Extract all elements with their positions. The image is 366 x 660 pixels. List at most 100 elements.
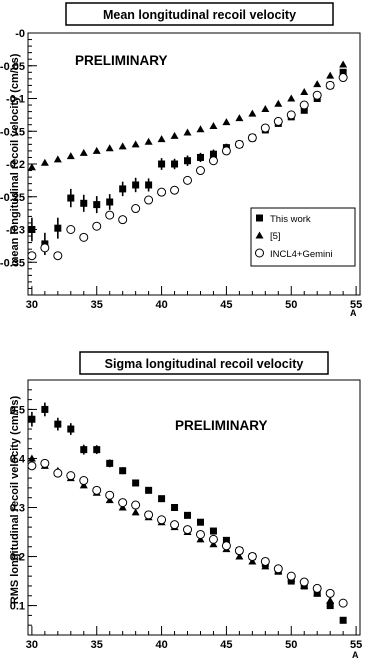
data-point-circle	[299, 100, 309, 110]
x-tick-label: 55	[350, 639, 362, 651]
data-point-square	[93, 201, 101, 209]
data-point-circle	[273, 564, 283, 574]
data-point-square	[93, 446, 101, 454]
data-point-circle	[312, 583, 322, 593]
data-point-triangle	[79, 148, 88, 156]
data-point-circle	[247, 133, 257, 143]
legend-circle-marker	[255, 248, 264, 258]
x-tick-label: 40	[155, 639, 167, 651]
data-point-triangle	[261, 104, 270, 112]
data-point-triangle	[222, 118, 231, 126]
data-point-triangle	[287, 94, 296, 102]
x-tick-label: 50	[285, 639, 297, 651]
data-point-square	[196, 518, 204, 526]
data-point-circle	[338, 73, 348, 83]
y-tick-label: -0.15	[0, 126, 25, 138]
data-point-triangle	[235, 552, 244, 560]
data-point-circle	[299, 577, 309, 587]
y-tick-label: -0.25	[0, 192, 25, 204]
mean-velocity-chart: Mean longitudinal recoil velocity mean l…	[0, 2, 362, 318]
data-point-circle	[273, 116, 283, 126]
data-point-square	[145, 181, 153, 189]
legend-triangle-marker	[255, 231, 264, 239]
y-tick-label: -0	[15, 28, 25, 40]
data-point-circle	[79, 232, 89, 242]
data-point-square	[184, 157, 192, 165]
preliminary-annotation: PRELIMINARY	[175, 418, 268, 433]
data-point-circle	[66, 471, 76, 481]
data-point-square	[145, 486, 153, 494]
data-point-circle	[195, 529, 205, 539]
y-tick-label: -0.05	[0, 61, 25, 73]
data-point-circle	[234, 546, 244, 556]
y-axis-label: RMS longitudinal recoil velocity (cm/ns)	[9, 395, 21, 604]
y-tick-label: -0.3	[6, 225, 25, 237]
x-tick-label: 40	[155, 299, 167, 311]
data-point-triangle	[300, 87, 309, 95]
data-point-square	[80, 199, 88, 207]
legend-label-ref5: [5]	[270, 231, 281, 242]
chart-title-box	[79, 351, 329, 375]
data-point-triangle	[131, 140, 140, 148]
x-tick-labels: 30 35 40 45 50 55	[26, 299, 362, 311]
data-point-square	[54, 224, 62, 232]
x-tick-label: 35	[91, 639, 103, 651]
data-point-circle	[170, 185, 180, 195]
data-point-circle	[286, 110, 296, 120]
preliminary-annotation: PRELIMINARY	[75, 53, 168, 68]
data-point-square	[209, 527, 217, 535]
chart-title: Mean longitudinal recoil velocity	[103, 8, 296, 22]
x-axis-title: A	[350, 308, 357, 318]
data-point-circle	[157, 515, 167, 525]
data-point-triangle	[118, 142, 127, 150]
y-tick-label: 0.4	[10, 453, 26, 465]
data-point-square	[28, 226, 36, 233]
legend-label-this-work: This work	[270, 214, 311, 225]
chart-title: Sigma longitudinal recoil velocity	[105, 357, 304, 371]
x-tick-labels: 30 35 40 45 50 55	[26, 639, 362, 651]
data-point-square	[326, 602, 334, 610]
data-point-circle	[338, 598, 348, 608]
data-point-circle	[325, 80, 335, 90]
y-tick-label: -0.2	[6, 159, 25, 171]
data-point-circle	[66, 225, 76, 234]
tick-marks	[28, 379, 357, 636]
data-point-square	[171, 160, 179, 168]
data-point-circle	[131, 204, 141, 214]
data-point-circle	[325, 588, 335, 598]
legend: This work [5] INCL4+Gemini	[250, 207, 356, 267]
y-tick-label: 0.2	[10, 552, 25, 564]
data-point-triangle	[339, 60, 348, 68]
data-point-circle	[286, 571, 296, 581]
data-point-triangle	[235, 114, 244, 122]
data-point-triangle	[274, 99, 283, 107]
data-point-circle	[105, 210, 115, 220]
legend-square-marker	[256, 214, 263, 222]
x-tick-label: 45	[220, 639, 232, 651]
data-point-circle	[170, 520, 180, 530]
data-point-square	[209, 150, 217, 158]
data-point-circle	[260, 556, 270, 566]
data-point-circle	[27, 461, 37, 471]
y-tick-label: 0.1	[10, 601, 25, 613]
data-point-circle	[131, 500, 141, 510]
data-point-triangle	[209, 122, 218, 130]
y-tick-label: -0.1	[6, 94, 25, 106]
y-axis-title: mean longitudinal recoil velocity (cm/ns…	[9, 53, 21, 266]
x-axis-title: A	[352, 650, 359, 660]
data-point-square	[171, 504, 179, 511]
data-point-square	[41, 405, 49, 413]
data-point-circle	[53, 468, 63, 478]
legend-box	[250, 207, 356, 267]
x-tick-label: 45	[220, 299, 232, 311]
data-point-square	[300, 106, 308, 114]
data-point-circle	[157, 187, 167, 197]
data-point-circle	[105, 490, 115, 500]
data-point-triangle	[40, 158, 49, 166]
data-point-triangle	[27, 163, 36, 171]
data-point-square	[222, 536, 230, 544]
data-point-square	[67, 194, 75, 202]
data-point-triangle	[157, 135, 166, 143]
data-point-square	[158, 495, 166, 503]
